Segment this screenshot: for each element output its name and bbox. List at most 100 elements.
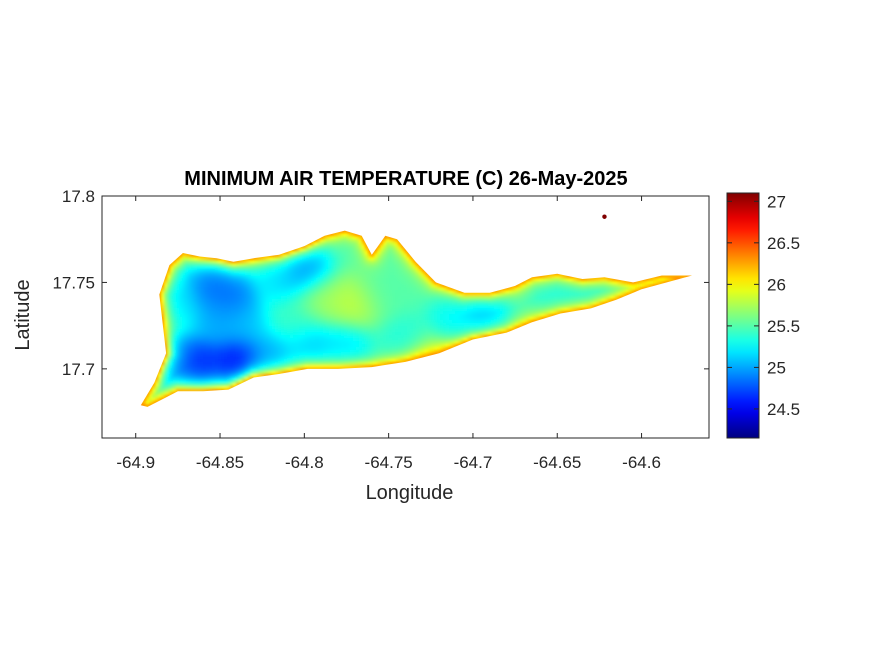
surface-cell <box>245 326 249 330</box>
surface-cell <box>185 293 189 297</box>
surface-cell <box>455 338 459 342</box>
surface-cell <box>200 293 204 297</box>
surface-cell <box>389 257 393 261</box>
surface-cell <box>533 308 537 312</box>
surface-cell <box>437 344 441 348</box>
surface-cell <box>494 317 498 321</box>
surface-cell <box>317 314 321 318</box>
surface-cell <box>281 350 285 354</box>
surface-cell <box>287 269 291 273</box>
surface-cell <box>422 326 426 330</box>
surface-cell <box>317 356 321 360</box>
surface-cell <box>242 278 246 282</box>
surface-cell <box>365 272 369 276</box>
surface-cell <box>353 275 357 279</box>
surface-cell <box>407 359 411 363</box>
surface-cell <box>203 296 207 300</box>
surface-cell <box>251 266 255 270</box>
surface-cell <box>239 293 243 297</box>
surface-cell <box>269 347 273 351</box>
surface-cell <box>374 314 378 318</box>
surface-cell <box>212 263 216 267</box>
surface-cell <box>239 365 243 369</box>
surface-cell <box>464 305 468 309</box>
surface-cell <box>200 290 204 294</box>
surface-cell <box>215 272 219 276</box>
surface-cell <box>161 290 165 294</box>
surface-cell <box>380 356 384 360</box>
surface-cell <box>374 350 378 354</box>
surface-cell <box>260 347 264 351</box>
surface-cell <box>413 275 417 279</box>
surface-cell <box>368 272 372 276</box>
surface-cell <box>224 365 228 369</box>
surface-cell <box>341 284 345 288</box>
surface-cell <box>233 266 237 270</box>
surface-cell <box>332 305 336 309</box>
surface-cell <box>605 278 609 282</box>
surface-cell <box>323 332 327 336</box>
surface-cell <box>266 350 270 354</box>
surface-cell <box>398 341 402 345</box>
surface-cell <box>428 305 432 309</box>
surface-cell <box>347 290 351 294</box>
surface-cell <box>470 308 474 312</box>
surface-cell <box>284 278 288 282</box>
surface-cell <box>410 311 414 315</box>
surface-cell <box>278 272 282 276</box>
surface-cell <box>428 320 432 324</box>
surface-cell <box>332 329 336 333</box>
surface-cell <box>323 242 327 246</box>
surface-cell <box>425 299 429 303</box>
surface-cell <box>257 359 261 363</box>
surface-cell <box>311 344 315 348</box>
surface-cell <box>326 293 330 297</box>
surface-cell <box>389 293 393 297</box>
surface-cell <box>221 278 225 282</box>
surface-cell <box>386 281 390 285</box>
surface-cell <box>206 296 210 300</box>
surface-cell <box>257 284 261 288</box>
surface-cell <box>200 281 204 285</box>
surface-cell <box>287 278 291 282</box>
surface-cell <box>572 293 576 297</box>
surface-cell <box>428 302 432 306</box>
surface-cell <box>368 332 372 336</box>
surface-cell <box>338 230 342 234</box>
surface-cell <box>206 284 210 288</box>
surface-cell <box>449 290 453 294</box>
surface-cell <box>449 329 453 333</box>
surface-cell <box>299 338 303 342</box>
surface-cell <box>170 356 174 360</box>
surface-cell <box>470 338 474 342</box>
surface-cell <box>308 335 312 339</box>
surface-cell <box>416 278 420 282</box>
surface-cell <box>362 323 366 327</box>
surface-cell <box>539 278 543 282</box>
surface-cell <box>515 320 519 324</box>
surface-cell <box>500 329 504 333</box>
surface-cell <box>407 260 411 264</box>
surface-cell <box>365 356 369 360</box>
surface-cell <box>443 296 447 300</box>
surface-cell <box>332 296 336 300</box>
surface-cell <box>269 332 273 336</box>
surface-cell <box>296 269 300 273</box>
surface-cell <box>287 317 291 321</box>
surface-cell <box>290 296 294 300</box>
surface-cell <box>356 242 360 246</box>
surface-cell <box>212 260 216 264</box>
surface-cell <box>299 254 303 258</box>
surface-cell <box>455 344 459 348</box>
surface-cell <box>194 284 198 288</box>
surface-cell <box>176 296 180 300</box>
surface-cell <box>278 332 282 336</box>
surface-cell <box>329 299 333 303</box>
surface-cell <box>374 329 378 333</box>
surface-cell <box>350 278 354 282</box>
surface-cell <box>413 293 417 297</box>
surface-cell <box>356 245 360 249</box>
surface-cell <box>215 338 219 342</box>
surface-cell <box>257 311 261 315</box>
surface-cell <box>290 338 294 342</box>
